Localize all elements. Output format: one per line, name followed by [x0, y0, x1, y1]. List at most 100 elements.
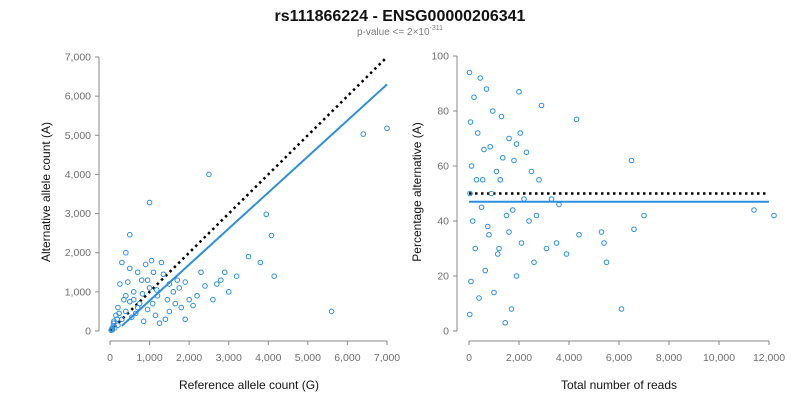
left-data-point: [139, 291, 146, 297]
right-data-point: [601, 240, 607, 246]
right-data-point: [482, 267, 489, 274]
right-data-point: [483, 86, 490, 92]
left-data-point: [174, 277, 181, 283]
left-fit-line: [121, 83, 388, 327]
right-data-point: [538, 102, 545, 109]
left-data-point: [126, 231, 133, 238]
right-data-point: [496, 245, 502, 252]
left-y-tick-label: 0: [85, 326, 91, 338]
left-data-point: [156, 320, 163, 326]
left-data-point: [125, 279, 131, 285]
right-data-point: [468, 163, 475, 169]
left-data-point: [218, 277, 224, 283]
right-data-point: [628, 157, 635, 164]
left-data-point: [225, 289, 232, 295]
left-data-point: [198, 269, 204, 276]
left-data-point: [115, 304, 121, 311]
left-data-point: [160, 271, 167, 278]
right-data-point: [484, 223, 491, 230]
right-x-axis-title: Total number of reads: [561, 378, 677, 392]
right-data-point: [548, 196, 555, 202]
left-data-point: [123, 292, 129, 299]
left-data-point: [221, 269, 228, 276]
left-data-point: [271, 273, 278, 280]
subtitle-text: p-value <= 2×10: [357, 27, 430, 38]
right-data-point: [469, 218, 476, 224]
left-reference-line: [109, 56, 388, 332]
right-data-point: [481, 146, 487, 153]
right-data-point: [503, 212, 510, 219]
left-y-tick-label: 3,000: [65, 208, 91, 220]
left-y-axis-title: Alternative allele count (A): [39, 122, 53, 262]
left-data-point: [172, 300, 179, 307]
left-data-point: [126, 265, 133, 272]
right-data-point: [502, 319, 509, 326]
left-data-point: [110, 320, 117, 326]
right-data-point: [641, 212, 647, 219]
left-data-point: [149, 300, 156, 307]
left-data-point: [116, 310, 122, 317]
right-x-tick-label: 4,000: [556, 352, 582, 364]
left-data-point: [263, 211, 270, 218]
right-data-point: [751, 207, 757, 213]
right-data-point: [487, 143, 494, 150]
left-x-tick-label: 2,000: [176, 352, 202, 364]
right-data-point: [618, 306, 625, 312]
left-data-point: [128, 314, 135, 321]
right-y-tick-label: 40: [437, 216, 449, 228]
left-data-point: [134, 304, 141, 311]
right-data-point: [473, 176, 480, 183]
left-data-point: [257, 259, 264, 266]
left-data-point: [206, 171, 212, 178]
left-data-point: [142, 261, 149, 268]
left-data-point: [148, 257, 155, 264]
left-y-tick-label: 2,000: [65, 247, 91, 259]
right-x-tick-label: 8,000: [656, 352, 682, 364]
right-y-tick-label: 80: [437, 106, 449, 118]
left-data-point: [123, 308, 129, 315]
left-x-axis-title: Reference allele count (G): [179, 378, 319, 392]
right-data-point: [553, 240, 560, 246]
right-data-point: [598, 229, 605, 235]
left-x-tick-label: 7,000: [374, 352, 400, 364]
left-data-point: [154, 292, 161, 299]
right-data-point: [523, 149, 530, 156]
left-data-point: [115, 322, 121, 328]
right-data-point: [468, 278, 474, 285]
right-data-point: [516, 88, 522, 95]
right-data-point: [497, 176, 504, 183]
left-data-point: [108, 327, 114, 334]
right-data-point: [521, 196, 527, 202]
left-data-point: [182, 316, 188, 323]
right-data-point: [526, 218, 532, 224]
right-data-point: [467, 190, 473, 197]
right-data-point: [518, 240, 525, 246]
left-data-point: [153, 287, 160, 293]
right-data-point: [479, 176, 486, 183]
left-data-point: [166, 308, 173, 315]
right-x-tick-label: 12,000: [753, 352, 785, 364]
right-x-tick-label: 2,000: [506, 352, 532, 364]
left-data-point: [178, 304, 185, 311]
right-scatter-panel: 0 20 40 60 80 100 0 2,000 4,000 6,000 8,000 10,000…: [410, 51, 785, 393]
right-y-tick-label: 60: [437, 161, 449, 173]
figure-title: rs111866224 - ENSG00000206341: [275, 8, 526, 25]
left-y-tick-label: 6,000: [65, 91, 91, 103]
left-data-point: [194, 292, 200, 299]
right-data-point: [474, 130, 481, 136]
right-data-point: [513, 273, 520, 279]
left-data-point: [144, 277, 151, 283]
right-data-point: [499, 154, 506, 161]
right-data-point: [631, 226, 637, 233]
left-data-point: [166, 281, 173, 287]
right-data-point: [477, 75, 484, 81]
left-data-point: [190, 302, 196, 309]
left-data-point: [360, 131, 367, 137]
right-x-tick-label: 10,000: [703, 352, 735, 364]
right-y-axis-title: Percentage alternative (A): [410, 122, 424, 261]
left-data-point: [132, 310, 139, 317]
right-data-point: [556, 201, 562, 208]
right-data-point: [536, 176, 542, 183]
